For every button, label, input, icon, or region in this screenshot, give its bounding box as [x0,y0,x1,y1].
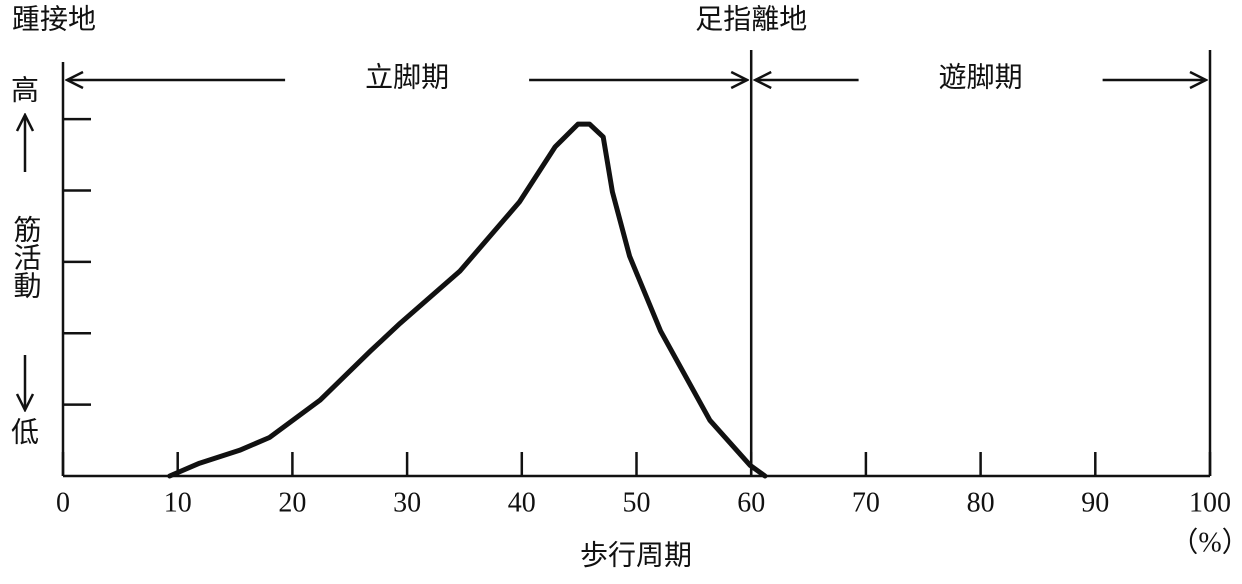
x-tick-label: 20 [278,487,306,518]
x-tick-label: 50 [623,487,651,518]
y-high-label: 高 [11,74,39,106]
y-low-label: 低 [11,416,39,448]
phase-label: 立脚期 [365,61,449,93]
x-tick-label: 30 [393,487,421,518]
x-axis-label: 歩行周期 [580,539,692,571]
x-tick-label: 10 [164,487,192,518]
x-tick-label: 100 [1189,487,1231,518]
x-tick-label: 60 [737,487,765,518]
event-label: 踵接地 [12,3,96,35]
activity-line [167,121,768,479]
phase-label: 遊脚期 [939,61,1023,93]
x-tick-label: 90 [1081,487,1109,518]
x-tick-label: 40 [508,487,536,518]
event-label: 足指離地 [695,3,807,35]
x-tick-label: 70 [852,487,880,518]
x-unit: （%） [1170,526,1242,558]
x-tick-label: 80 [967,487,995,518]
x-tick-label: 0 [56,487,70,518]
y-axis-label: 筋活動 [10,215,42,299]
